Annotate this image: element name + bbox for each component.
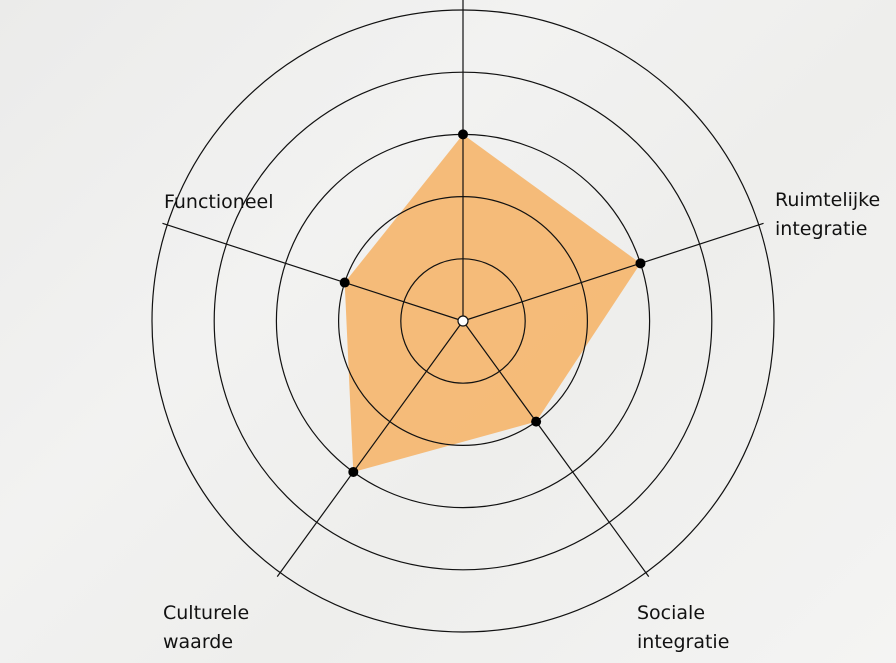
page: {"chart_data": {"type": "radar", "catego… <box>0 0 896 663</box>
chart <box>0 0 896 663</box>
axis-label: Culturele waarde <box>163 599 303 657</box>
data-point <box>635 258 645 268</box>
data-point <box>531 417 541 427</box>
axis-label: Sociale integratie <box>637 599 777 657</box>
center-dot <box>458 316 468 326</box>
data-point <box>458 129 468 139</box>
data-point <box>348 467 358 477</box>
axis-label: Functioneel <box>164 188 304 217</box>
axis-label: Ruimtelijke integratie <box>775 186 895 244</box>
data-point <box>340 278 350 288</box>
